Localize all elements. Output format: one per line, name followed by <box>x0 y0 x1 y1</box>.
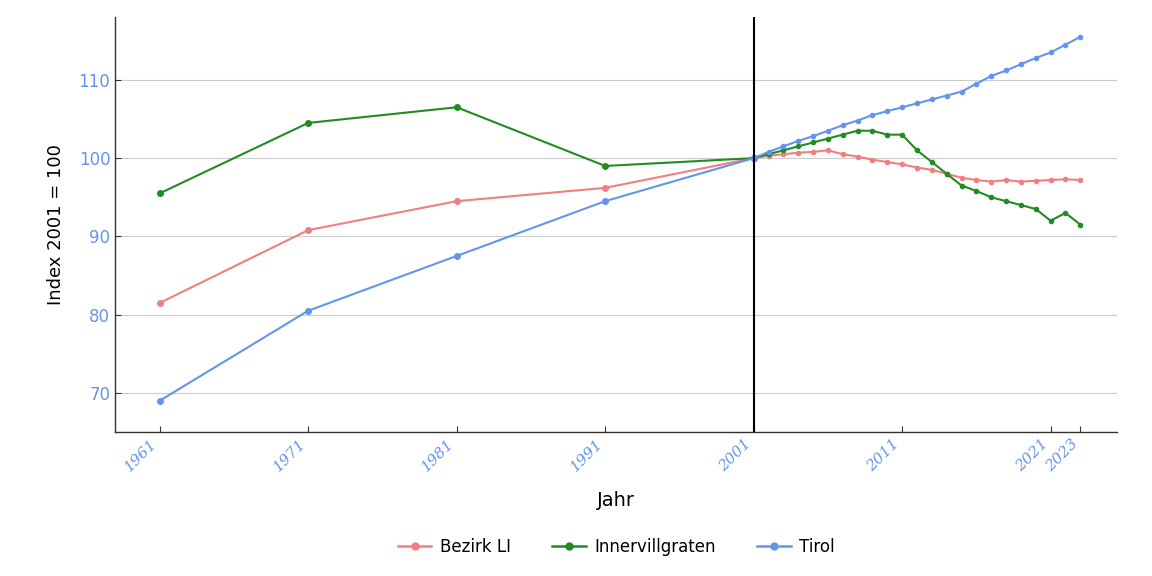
Y-axis label: Index 2001 = 100: Index 2001 = 100 <box>47 144 65 305</box>
X-axis label: Jahr: Jahr <box>598 491 635 510</box>
Legend: Bezirk LI, Innervillgraten, Tirol: Bezirk LI, Innervillgraten, Tirol <box>392 532 841 563</box>
